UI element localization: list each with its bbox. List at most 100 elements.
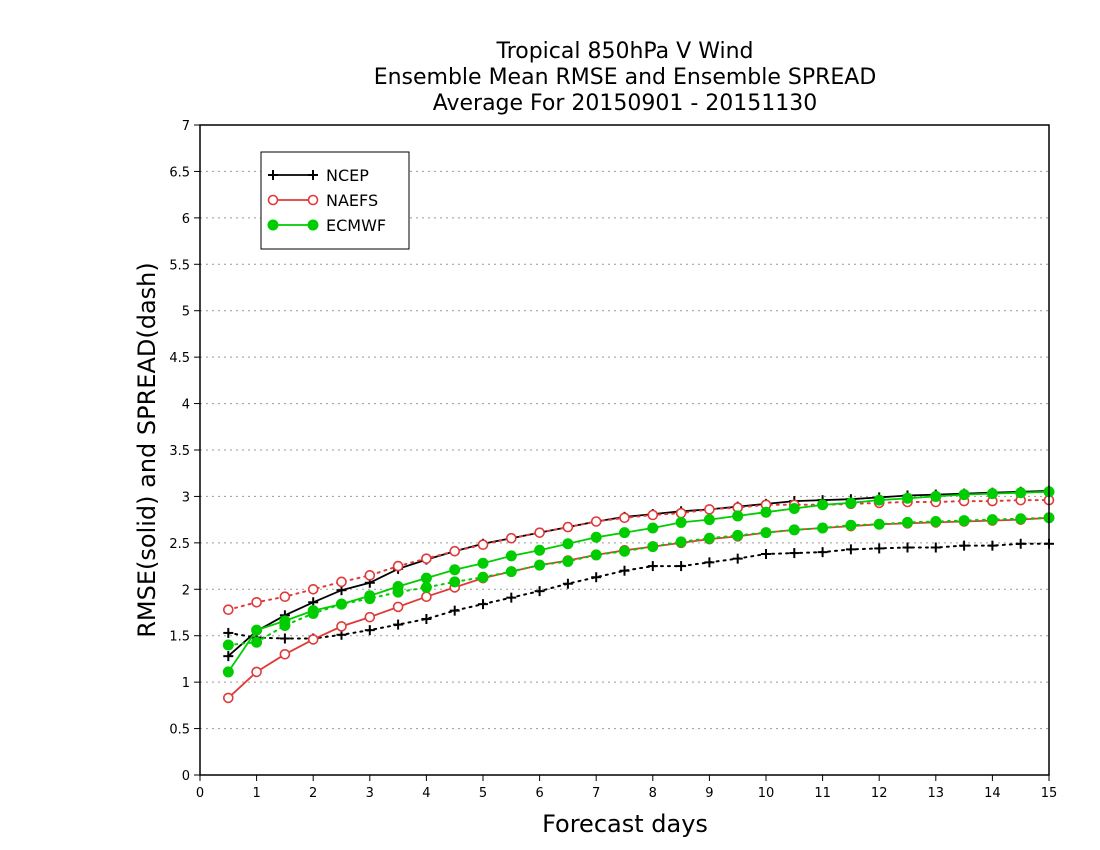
gridlines [200,170,1049,730]
data-point-ecmwf-rmse [534,544,546,556]
data-point-ecmwf-rmse [958,489,970,501]
data-point-naefs-spread [562,521,574,533]
data-point-ncep-spread [987,540,998,551]
data-point-ncep-spread [930,542,941,553]
data-point-ncep-spread [619,565,630,576]
y-tick-label: 4 [182,398,190,413]
y-tick-label: 0 [182,769,190,784]
data-point-ncep-spread [761,549,771,559]
legend-item-naefs: NAEFS [267,191,378,210]
x-tick-label: 10 [758,786,775,801]
data-point-naefs-rmse [279,648,291,660]
data-point-ncep-spread [591,572,602,583]
data-point-ecmwf-spread [845,519,857,531]
data-point-ncep-spread [478,599,488,610]
data-point-ncep-spread [1015,538,1026,549]
data-point-naefs-rmse [392,601,404,613]
data-point-ecmwf-spread [958,515,970,527]
x-tick-label: 12 [871,786,888,801]
y-tick-label: 3.5 [169,444,190,459]
series-line-ecmwf-spread [227,516,1050,646]
data-point-ecmwf-spread [420,581,432,593]
data-point-ncep-spread [902,542,913,553]
data-point-ecmwf-rmse [703,514,715,526]
data-point-ecmwf-spread [817,522,829,534]
data-point-ecmwf-rmse [562,538,574,550]
y-tick-label: 2.5 [169,537,190,552]
data-point-ecmwf-spread [760,527,772,539]
data-point-ncep-spread [449,605,460,616]
legend-marker-left [267,219,279,231]
y-tick-label: 4.5 [169,351,190,366]
y-tick-label: 6 [182,212,190,227]
data-point-ecmwf-rmse [732,510,744,522]
data-point-ecmwf-rmse [477,557,489,569]
x-axis-label: Forecast days [542,810,708,838]
legend-item-ncep: NCEP [268,166,369,185]
chart-title: Tropical 850hPa V Wind Ensemble Mean RMS… [374,39,877,116]
data-point-naefs-rmse [336,621,347,632]
x-tick-label: 6 [535,786,543,801]
data-point-ncep-spread [704,557,715,568]
data-point-ecmwf-rmse [505,550,517,562]
data-point-ecmwf-rmse [986,488,998,500]
data-point-ecmwf-spread [279,620,291,631]
data-point-ecmwf-rmse [845,497,857,509]
data-point-ecmwf-spread [449,576,461,588]
data-point-ncep-spread [223,627,234,638]
x-tick-label: 7 [592,786,600,801]
data-point-ecmwf-spread [534,559,546,571]
data-point-ecmwf-spread [590,549,602,561]
y-tick-label: 7 [182,119,190,134]
data-point-ncep-spread [789,548,800,559]
data-point-naefs-spread [590,516,602,527]
legend-marker-right [307,219,319,231]
legend-marker-left [268,170,278,180]
y-axis-ticks: 0 0.5 1 1.5 2 2.5 3 3.5 4 4.5 5 5.5 6 6.5 7 [169,119,200,784]
y-tick-label: 5.5 [169,258,190,273]
data-point-naefs-spread [619,512,630,524]
data-point-ecmwf-rmse [647,522,659,534]
title-line-1: Tropical 850hPa V Wind [495,39,753,64]
series-ecmwf-spread [222,512,1055,651]
legend-label: NCEP [326,166,369,185]
data-point-ecmwf-spread [364,593,376,605]
data-point-ncep-spread [959,540,970,551]
legend-marker-right [308,170,318,180]
x-tick-label: 8 [649,786,657,801]
data-point-naefs-spread [364,570,376,581]
data-point-ecmwf-spread [222,639,234,651]
legend-marker-right [307,194,319,206]
data-point-ecmwf-rmse [1015,487,1027,499]
data-point-ncep-spread [421,614,432,624]
data-point-naefs-rmse [223,692,234,704]
y-tick-label: 1 [182,676,190,691]
y-tick-label: 6.5 [169,165,190,180]
data-point-ecmwf-spread [307,607,319,619]
series-naefs-spread [223,494,1055,616]
legend-item-ecmwf: ECMWF [267,216,386,235]
data-point-ncep-spread [732,553,743,564]
data-point-ncep-spread [817,547,828,558]
data-point-naefs-spread [477,539,489,551]
data-point-naefs-spread [307,583,319,595]
series-line-naefs-rmse [227,516,1050,699]
y-tick-label: 5 [182,305,190,320]
legend-label: NAEFS [326,191,378,210]
data-point-ecmwf-rmse [449,564,461,576]
data-point-naefs-spread [421,553,432,564]
series-line-ecmwf-rmse [227,490,1050,673]
data-point-ecmwf-rmse [902,492,913,504]
x-tick-label: 3 [366,786,374,801]
data-point-ncep-spread [874,543,885,554]
data-point-naefs-rmse [307,634,319,645]
data-point-naefs-spread [392,560,404,572]
data-point-ecmwf-rmse [760,506,772,518]
x-tick-label: 1 [252,786,260,801]
data-point-ecmwf-spread [873,518,885,530]
data-point-ecmwf-rmse [817,499,829,511]
data-point-ecmwf-rmse [675,516,687,528]
x-tick-label: 13 [928,786,945,801]
data-point-ncep-spread [647,561,658,572]
legend: NCEP NAEFS ECMWF [260,151,410,250]
